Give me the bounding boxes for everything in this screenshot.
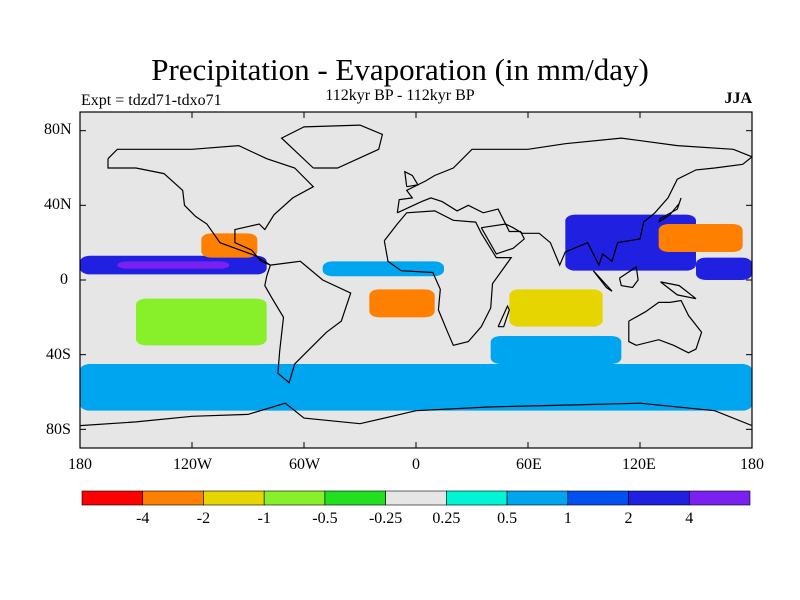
lat-label-40s: 40S <box>46 346 71 363</box>
colorbar-swatch-4 <box>324 490 386 506</box>
lon-label-180e: 180 <box>740 456 764 473</box>
coastline-0 <box>107 144 315 266</box>
coastline-8 <box>618 265 639 289</box>
colorbar-label-8: 2 <box>625 510 633 527</box>
field-region-10 <box>490 336 622 364</box>
lat-label-80s: 80S <box>46 421 71 438</box>
field-region-3 <box>136 298 267 346</box>
colorbar-swatch-8 <box>567 490 629 506</box>
lon-label-120w: 120W <box>173 456 213 473</box>
field-region-4 <box>369 289 435 318</box>
colorbar-label-7: 1 <box>564 510 572 527</box>
colorbar-label-5: 0.25 <box>432 510 460 527</box>
lat-label-0: 0 <box>60 271 68 288</box>
colorbar-swatch-0 <box>81 490 144 506</box>
coastline-12 <box>497 304 510 328</box>
colorbar: -4 -2 -1 -0.5 -0.25 0.25 0.5 1 2 4 <box>81 490 751 527</box>
field-layer <box>80 214 752 411</box>
field-region-2 <box>201 233 258 258</box>
coastline-6 <box>280 124 384 169</box>
season-label: JJA <box>724 90 752 107</box>
chart-title: Precipitation - Evaporation (in mm/day) <box>151 52 649 87</box>
field-region-8 <box>509 289 603 327</box>
coastline-1 <box>264 260 352 384</box>
experiment-label: Expt = tdzd71-tdxo71 <box>81 92 222 109</box>
field-region-5 <box>322 261 444 277</box>
colorbar-swatch-5 <box>385 490 447 506</box>
field-region-11 <box>80 364 752 411</box>
coastline-11 <box>404 170 419 188</box>
lat-label-80n: 80N <box>44 121 72 138</box>
lon-label-0: 0 <box>412 456 420 473</box>
coastline-5 <box>628 299 703 354</box>
colorbar-label-4: -0.25 <box>369 510 402 527</box>
axis-ticks <box>79 112 753 448</box>
lon-label-120e: 120E <box>622 456 656 473</box>
colorbar-label-3: -0.5 <box>312 510 337 527</box>
colorbar-swatch-3 <box>263 490 326 506</box>
colorbar-label-0: -4 <box>136 510 149 527</box>
chart-subtitle: 112kyr BP - 112kyr BP <box>325 87 475 104</box>
colorbar-swatch-10 <box>688 490 751 506</box>
lat-label-40n: 40N <box>44 196 72 213</box>
colorbar-swatch-1 <box>142 490 204 506</box>
colorbar-label-1: -2 <box>197 510 210 527</box>
coastline-9 <box>660 281 697 300</box>
coastline-4 <box>480 223 526 255</box>
coastline-2 <box>383 210 513 347</box>
colorbar-label-6: 0.5 <box>497 510 517 527</box>
coastline-10 <box>658 197 682 223</box>
colorbar-label-9: 4 <box>685 510 693 527</box>
colorbar-swatch-2 <box>203 490 265 506</box>
colorbar-swatch-6 <box>446 490 508 506</box>
coastline-layer <box>80 124 752 427</box>
colorbar-swatch-9 <box>628 490 690 506</box>
lon-label-180w: 180 <box>68 456 92 473</box>
lon-label-60e: 60E <box>516 456 542 473</box>
field-region-9 <box>696 257 752 280</box>
colorbar-label-2: -1 <box>258 510 271 527</box>
field-region-1 <box>117 261 230 269</box>
field-region-7 <box>658 224 743 252</box>
lon-label-60w: 60W <box>289 456 321 473</box>
coastline-13 <box>80 402 752 427</box>
colorbar-swatch-7 <box>506 490 569 506</box>
coastline-7 <box>592 270 613 292</box>
coastline-3 <box>396 137 752 267</box>
